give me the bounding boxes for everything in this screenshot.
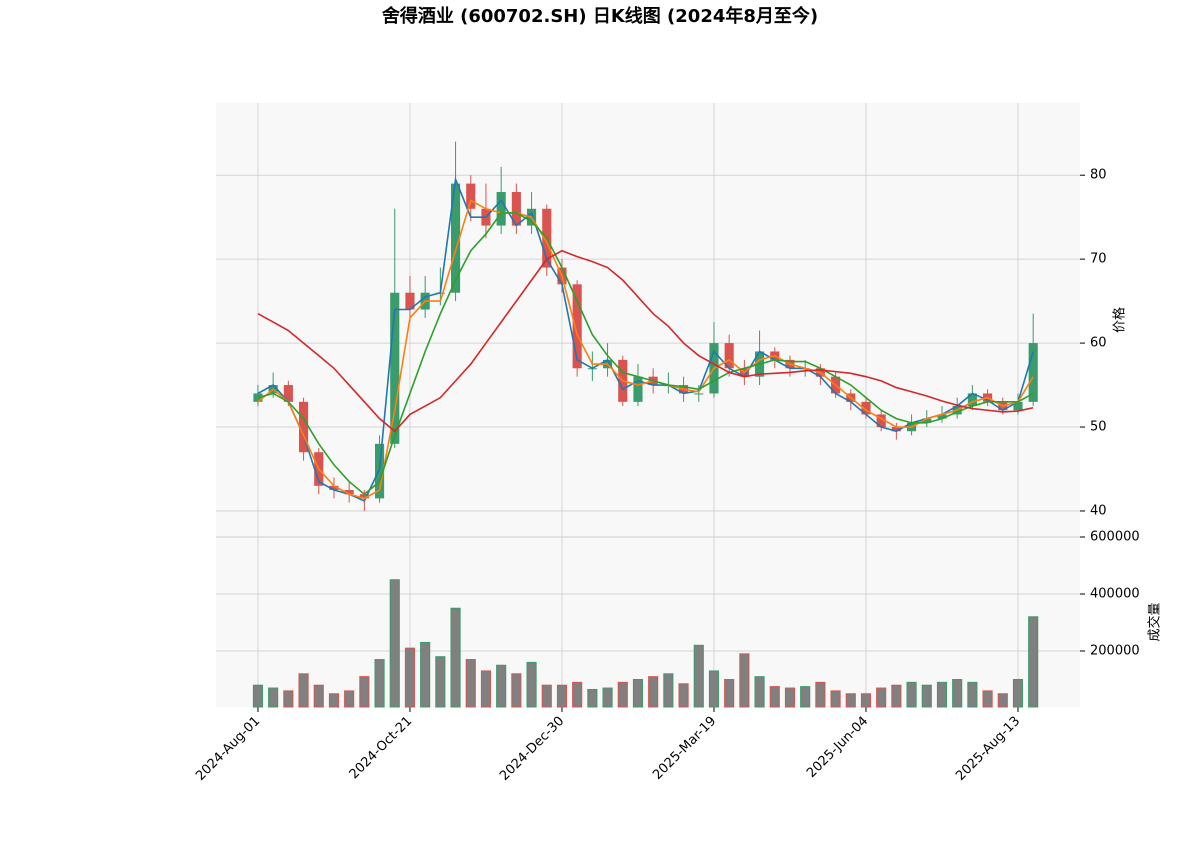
volume-bar bbox=[876, 687, 887, 708]
volume-axis-label: 成交量 bbox=[1147, 602, 1163, 641]
candle-body bbox=[572, 284, 582, 369]
volume-bar bbox=[815, 681, 826, 708]
volume-bar bbox=[541, 684, 552, 708]
volume-bar bbox=[526, 661, 537, 708]
volume-bar bbox=[860, 693, 872, 708]
candle-body bbox=[390, 292, 400, 444]
candle-body bbox=[466, 183, 476, 209]
candle-body bbox=[861, 401, 871, 415]
volume-bar bbox=[693, 644, 704, 708]
candle-body bbox=[329, 485, 339, 490]
y-tick-label: 60 bbox=[1090, 336, 1107, 351]
volume-bar bbox=[298, 673, 309, 708]
candle-body bbox=[283, 385, 293, 402]
x-tick-label: 2025-Jun-04 bbox=[804, 714, 871, 781]
candle-body bbox=[1013, 401, 1023, 411]
volume-bar bbox=[496, 664, 507, 708]
volume-bar bbox=[389, 579, 400, 708]
candle-body bbox=[1028, 343, 1038, 402]
candle-body bbox=[633, 376, 643, 402]
volume-bar bbox=[800, 686, 811, 708]
volume-bar bbox=[724, 678, 735, 708]
moving-average-line bbox=[257, 199, 1034, 500]
candle-body bbox=[876, 414, 886, 428]
y-tick-label: 70 bbox=[1090, 252, 1107, 267]
volume-bar bbox=[952, 678, 963, 708]
volume-bar bbox=[997, 693, 1008, 708]
volume-bar bbox=[252, 684, 264, 708]
volume-bar bbox=[435, 656, 446, 708]
volume-bar bbox=[769, 686, 780, 708]
volume-bar bbox=[480, 670, 492, 708]
volume-bar bbox=[845, 693, 856, 708]
volume-bar bbox=[283, 690, 294, 708]
volume-bar bbox=[967, 681, 978, 708]
volume-bar bbox=[359, 676, 370, 708]
volume-bar bbox=[648, 676, 659, 708]
volume-bar bbox=[420, 641, 431, 708]
volume-bar bbox=[678, 683, 689, 708]
x-tick-label: 2024-Oct-21 bbox=[347, 714, 415, 782]
candle-body bbox=[937, 414, 947, 419]
x-tick-label: 2024-Aug-01 bbox=[193, 714, 263, 784]
candle-body bbox=[967, 393, 977, 407]
candle-body bbox=[694, 393, 704, 395]
volume-bar bbox=[511, 673, 522, 708]
volume-bar bbox=[268, 687, 279, 708]
volume-tick-label: 600000 bbox=[1090, 530, 1140, 545]
volume-bar bbox=[663, 673, 674, 708]
volume-bar bbox=[313, 684, 324, 708]
volume-tick-label: 200000 bbox=[1090, 643, 1140, 658]
candle-body bbox=[891, 427, 901, 432]
volume-bar bbox=[344, 690, 355, 708]
volume-bar bbox=[602, 687, 613, 708]
volume-bar bbox=[632, 678, 644, 708]
volume-bar bbox=[936, 681, 948, 708]
volume-bar bbox=[708, 670, 720, 708]
volume-bar bbox=[374, 659, 385, 708]
volume-bar bbox=[982, 690, 993, 708]
volume-bar bbox=[556, 684, 568, 708]
volume-bar bbox=[1028, 616, 1039, 708]
volume-bar bbox=[1012, 678, 1024, 708]
candle-body bbox=[496, 191, 506, 226]
volume-bar bbox=[328, 693, 340, 708]
x-tick-label: 2025-Mar-19 bbox=[650, 714, 719, 783]
y-tick-label: 80 bbox=[1090, 168, 1107, 183]
volume-bar bbox=[404, 647, 416, 708]
y-axis-label: 价格 bbox=[1112, 307, 1128, 333]
candle-body bbox=[405, 292, 415, 310]
volume-tick-label: 400000 bbox=[1090, 586, 1140, 601]
candle-body bbox=[344, 489, 354, 495]
volume-bar bbox=[587, 688, 598, 708]
candle-body bbox=[724, 343, 734, 369]
y-tick-label: 50 bbox=[1090, 420, 1107, 435]
candle-body bbox=[922, 418, 932, 423]
volume-bar bbox=[450, 607, 461, 708]
volume-bar bbox=[830, 690, 841, 708]
volume-bar bbox=[784, 687, 796, 708]
moving-average-line bbox=[257, 212, 1034, 496]
volume-bar bbox=[572, 681, 583, 708]
volume-bar bbox=[617, 681, 628, 708]
candle-body bbox=[374, 443, 385, 499]
candle-body bbox=[359, 494, 369, 499]
chart-title: 舍得酒业 (600702.SH) 日K线图 (2024年8月至今) bbox=[382, 5, 818, 27]
candle-body bbox=[451, 183, 461, 293]
volume-bar bbox=[921, 684, 932, 708]
candle-body bbox=[298, 401, 309, 453]
candle-body bbox=[511, 191, 521, 226]
y-tick-label: 40 bbox=[1090, 503, 1107, 518]
x-tick-label: 2025-Aug-13 bbox=[953, 714, 1023, 784]
volume-bar bbox=[906, 681, 917, 708]
plot-background bbox=[216, 103, 1080, 707]
volume-bar bbox=[891, 684, 902, 708]
moving-average-line bbox=[257, 249, 1034, 433]
x-tick-label: 2024-Dec-30 bbox=[497, 714, 567, 784]
volume-bar bbox=[739, 653, 750, 708]
volume-bar bbox=[465, 659, 476, 708]
volume-bar bbox=[754, 676, 765, 708]
